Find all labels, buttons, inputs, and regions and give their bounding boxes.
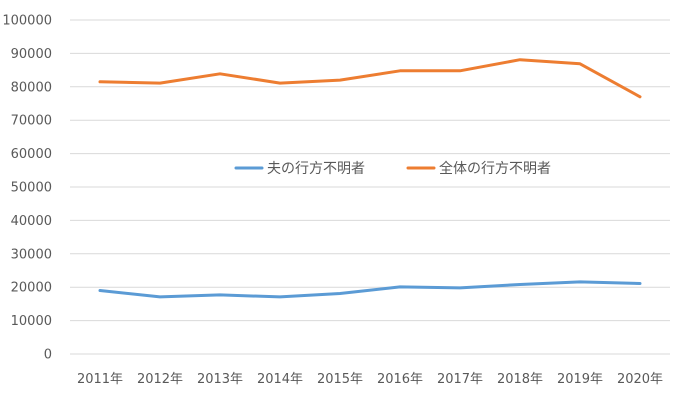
x-tick-label: 2016年 — [377, 372, 423, 387]
series-line-total — [98, 58, 642, 99]
x-tick-label: 2018年 — [497, 372, 543, 387]
y-tick-label: 80000 — [11, 80, 52, 95]
legend-label-husband: 夫の行方不明者 — [267, 161, 365, 177]
y-tick-label: 50000 — [11, 181, 52, 196]
y-tick-label: 0 — [44, 348, 52, 363]
x-axis-tick-labels: 2011年 2012年 2013年 2014年 2015年 2016年 2017年 2018年… — [77, 372, 663, 387]
y-tick-label: 100000 — [2, 14, 52, 29]
x-tick-label: 2020年 — [617, 372, 663, 387]
x-tick-label: 2017年 — [437, 372, 483, 387]
series-line-husband — [98, 280, 642, 299]
y-tick-label: 30000 — [11, 247, 52, 262]
x-tick-label: 2011年 — [77, 372, 123, 387]
legend-label-total: 全体の行方不明者 — [439, 160, 551, 177]
y-tick-label: 40000 — [11, 214, 52, 229]
y-tick-label: 70000 — [11, 114, 52, 129]
x-tick-label: 2013年 — [197, 372, 243, 387]
gridlines — [70, 19, 670, 355]
x-tick-label: 2019年 — [557, 372, 603, 387]
y-axis-tick-labels: 0 10000 20000 30000 40000 50000 60000 70000 8000… — [2, 14, 52, 363]
x-tick-label: 2012年 — [137, 372, 183, 387]
x-tick-label: 2015年 — [317, 372, 363, 387]
y-tick-label: 90000 — [11, 47, 52, 62]
legend: 夫の行方不明者 全体の行方不明者 — [234, 160, 551, 177]
x-tick-label: 2014年 — [257, 372, 303, 387]
y-tick-label: 20000 — [11, 281, 52, 296]
y-tick-label: 60000 — [11, 147, 52, 162]
series-lines — [98, 58, 642, 299]
y-tick-label: 10000 — [11, 314, 52, 329]
